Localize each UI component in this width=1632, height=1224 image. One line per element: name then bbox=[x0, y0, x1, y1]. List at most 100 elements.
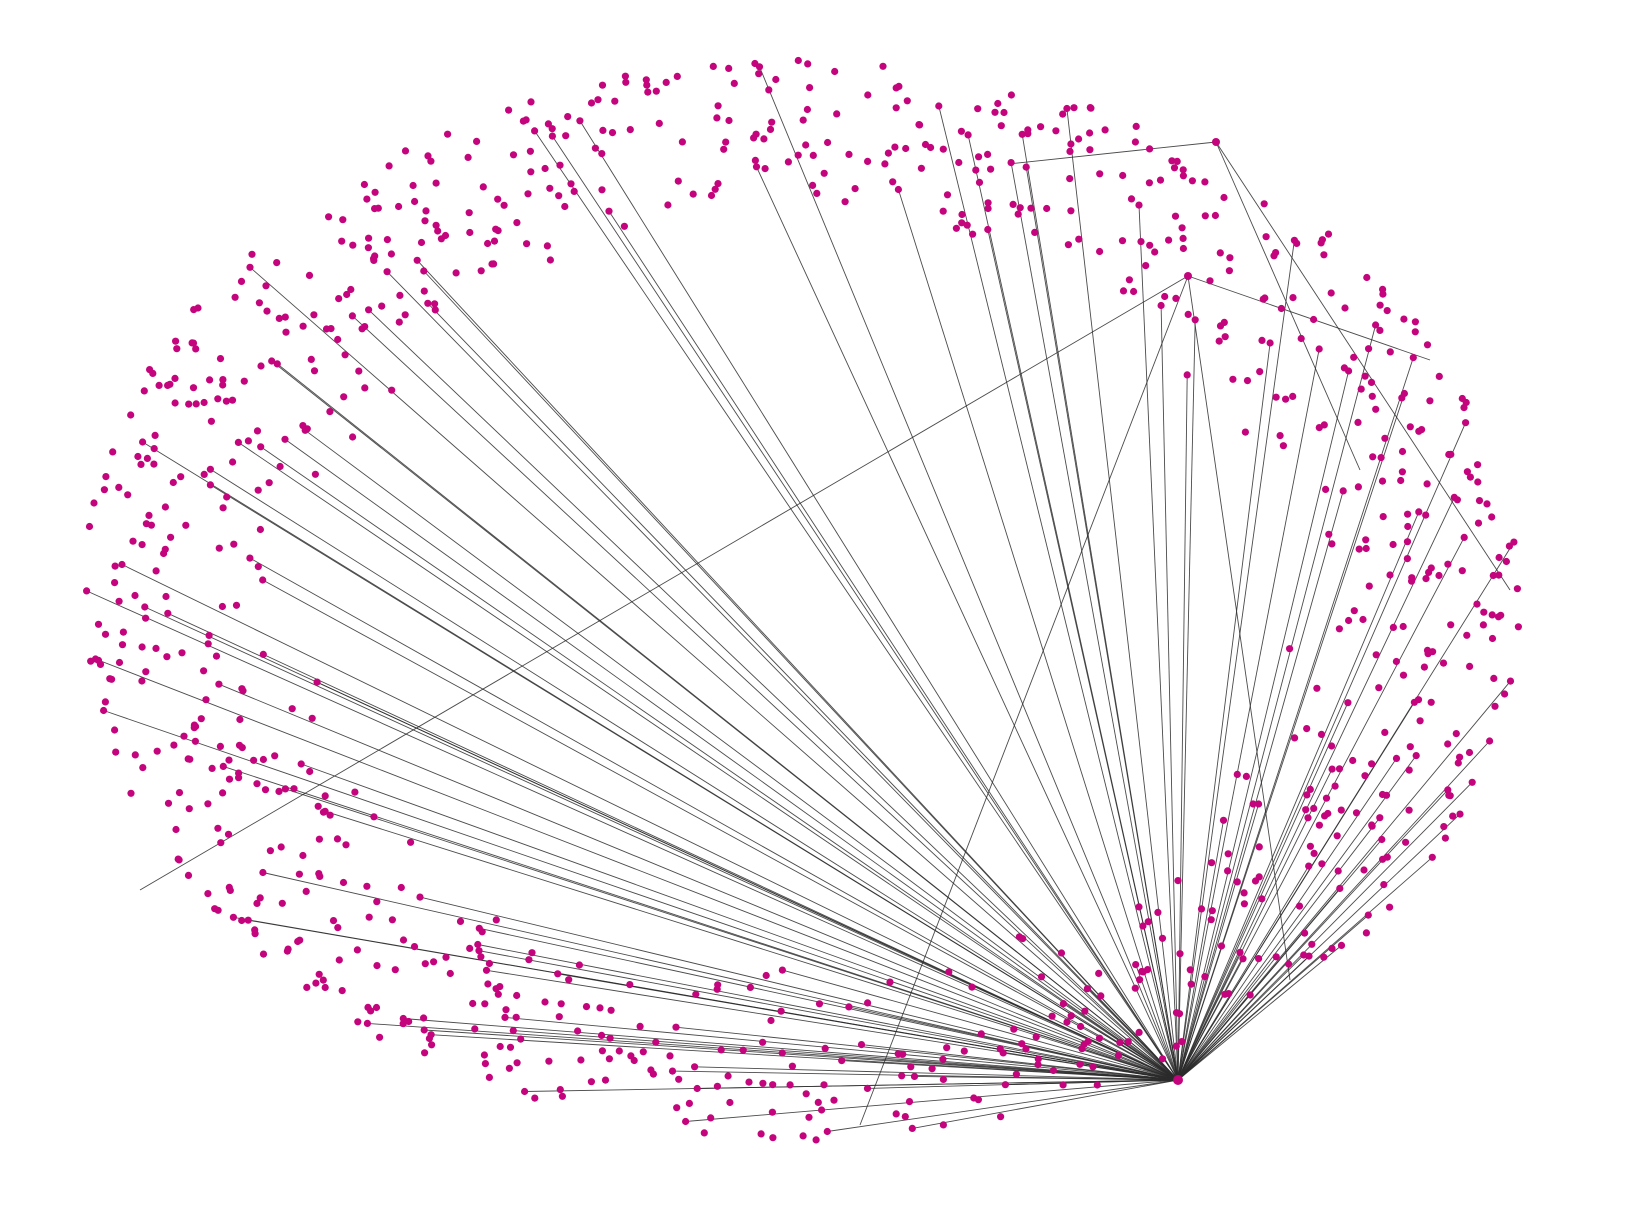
graph-node bbox=[1422, 575, 1429, 582]
graph-node bbox=[214, 395, 221, 402]
graph-node bbox=[1236, 949, 1243, 956]
graph-edge bbox=[1178, 703, 1348, 1080]
graph-node bbox=[1336, 885, 1343, 892]
graph-node bbox=[1076, 1061, 1083, 1068]
graph-node bbox=[342, 841, 349, 848]
graph-node bbox=[163, 653, 170, 660]
graph-node bbox=[233, 602, 240, 609]
graph-node bbox=[1043, 205, 1050, 212]
graph-node bbox=[351, 789, 358, 796]
graph-node bbox=[1336, 625, 1343, 632]
graph-node bbox=[400, 1015, 407, 1022]
graph-node bbox=[361, 384, 368, 391]
graph-node bbox=[899, 1051, 906, 1058]
graph-node bbox=[945, 968, 952, 975]
graph-node bbox=[970, 1094, 977, 1101]
graph-node bbox=[787, 1081, 794, 1088]
graph-node bbox=[804, 60, 811, 67]
graph-node bbox=[1218, 942, 1225, 949]
graph-edge bbox=[305, 430, 1178, 1080]
graph-node bbox=[864, 91, 871, 98]
graph-node bbox=[1428, 699, 1435, 706]
graph-node bbox=[767, 126, 774, 133]
graph-node bbox=[1165, 237, 1172, 244]
graph-node bbox=[1404, 538, 1411, 545]
graph-node bbox=[153, 567, 160, 574]
graph-node bbox=[340, 879, 347, 886]
graph-node bbox=[421, 1049, 428, 1056]
graph-node bbox=[822, 1045, 829, 1052]
graph-node bbox=[267, 847, 274, 854]
graph-edge bbox=[1139, 205, 1178, 1080]
graph-node bbox=[622, 79, 629, 86]
graph-node bbox=[1132, 138, 1139, 145]
graph-node bbox=[885, 150, 892, 157]
graph-node bbox=[1406, 807, 1413, 814]
graph-node bbox=[1068, 1012, 1075, 1019]
graph-node bbox=[1282, 396, 1289, 403]
graph-node bbox=[821, 170, 828, 177]
graph-node bbox=[513, 1014, 520, 1021]
graph-node bbox=[484, 980, 491, 987]
graph-node bbox=[750, 134, 757, 141]
graph-node bbox=[238, 278, 245, 285]
graph-node bbox=[800, 117, 807, 124]
graph-node bbox=[252, 930, 259, 937]
graph-node bbox=[528, 949, 535, 956]
graph-edge bbox=[535, 131, 1178, 1080]
graph-edge bbox=[1178, 840, 1382, 1081]
graph-node bbox=[576, 117, 583, 124]
graph-node bbox=[820, 1081, 827, 1088]
graph-node bbox=[559, 1093, 566, 1100]
graph-node bbox=[177, 473, 184, 480]
graph-node bbox=[370, 813, 377, 820]
graph-node bbox=[152, 645, 159, 652]
graph-node bbox=[137, 461, 144, 468]
graph-node bbox=[1222, 333, 1229, 340]
graph-node bbox=[486, 960, 493, 967]
graph-node bbox=[1486, 737, 1493, 744]
graph-node bbox=[327, 812, 334, 819]
graph-node bbox=[336, 956, 343, 963]
graph-node bbox=[574, 1027, 581, 1034]
graph-node bbox=[208, 418, 215, 425]
graph-node bbox=[1063, 105, 1070, 112]
graph-node bbox=[1384, 854, 1391, 861]
graph-node bbox=[795, 57, 802, 64]
graph-node bbox=[1000, 1049, 1007, 1056]
graph-node bbox=[268, 357, 275, 364]
graph-node bbox=[1311, 850, 1318, 857]
graph-node bbox=[102, 473, 109, 480]
graph-node bbox=[320, 809, 327, 816]
graph-node bbox=[1277, 432, 1284, 439]
graph-node bbox=[940, 1121, 947, 1128]
graph-node bbox=[1328, 945, 1335, 952]
graph-node bbox=[627, 126, 634, 133]
graph-node bbox=[838, 1057, 845, 1064]
graph-node bbox=[1267, 339, 1274, 346]
graph-node bbox=[371, 205, 378, 212]
graph-node bbox=[1180, 235, 1187, 242]
graph-node bbox=[576, 961, 583, 968]
graph-node bbox=[1366, 583, 1373, 590]
graph-node bbox=[1225, 850, 1232, 857]
graph-node bbox=[842, 198, 849, 205]
graph-node bbox=[1415, 508, 1422, 515]
graph-node bbox=[172, 338, 179, 345]
graph-node bbox=[216, 545, 223, 552]
graph-edge bbox=[757, 167, 1179, 1080]
graph-edge bbox=[1178, 349, 1319, 1080]
graph-node bbox=[95, 621, 102, 628]
graph-node bbox=[1344, 699, 1351, 706]
graph-node bbox=[276, 315, 283, 322]
graph-node bbox=[1096, 248, 1103, 255]
graph-node bbox=[596, 1004, 603, 1011]
graph-node bbox=[245, 917, 252, 924]
graph-node bbox=[260, 651, 267, 658]
graph-node bbox=[583, 1003, 590, 1010]
graph-node bbox=[795, 152, 802, 159]
graph-node bbox=[142, 668, 149, 675]
graph-node bbox=[447, 970, 454, 977]
graph-node bbox=[940, 146, 947, 153]
graph-node bbox=[935, 102, 942, 109]
